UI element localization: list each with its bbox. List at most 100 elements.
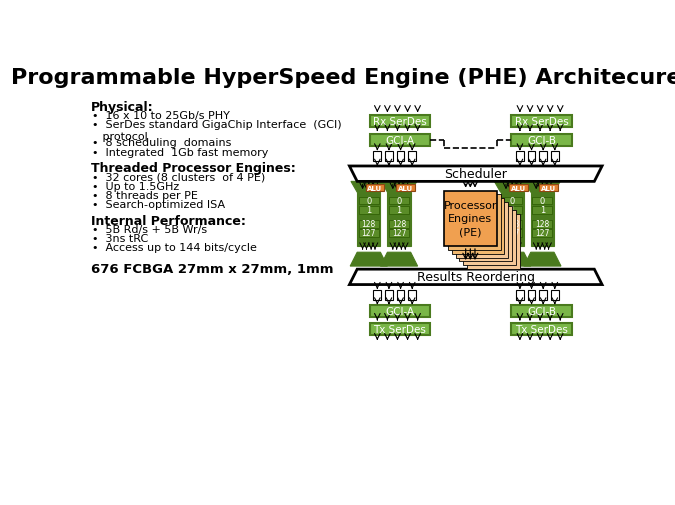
Text: GCI-A: GCI-A [385, 306, 414, 316]
Text: 127: 127 [535, 229, 549, 238]
Text: Threaded Processor Engines:: Threaded Processor Engines: [90, 162, 296, 175]
Bar [456, 203, 508, 258]
Bar [539, 290, 547, 300]
Text: Tx SerDes: Tx SerDes [515, 325, 568, 334]
Text: GCI-A: GCI-A [385, 135, 414, 145]
Bar [460, 207, 512, 262]
Bar [385, 152, 393, 162]
Bar [516, 290, 524, 300]
Text: 128: 128 [535, 220, 549, 229]
Bar [539, 152, 547, 162]
Bar [357, 193, 381, 246]
Text: 128: 128 [362, 220, 376, 229]
Text: Physical:: Physical: [90, 100, 153, 114]
Bar [366, 184, 384, 192]
Bar [502, 230, 522, 237]
Bar [516, 152, 524, 162]
Text: •  Access up to 144 bits/cycle: • Access up to 144 bits/cycle [92, 243, 257, 252]
Text: 1: 1 [540, 206, 545, 215]
Bar [389, 230, 409, 237]
Bar [531, 193, 554, 246]
Bar [373, 152, 381, 162]
Bar [397, 152, 404, 162]
Bar [467, 214, 520, 270]
Text: •  Up to 1.5GHz: • Up to 1.5GHz [92, 181, 180, 191]
Text: 127: 127 [362, 229, 376, 238]
Bar [373, 290, 381, 300]
Bar [408, 152, 416, 162]
Text: •  8 threads per PE: • 8 threads per PE [92, 190, 198, 200]
Polygon shape [524, 182, 560, 193]
Polygon shape [524, 252, 561, 267]
Bar [389, 197, 409, 205]
Text: ALU: ALU [367, 185, 383, 191]
Text: •  8 scheduling  domains: • 8 scheduling domains [92, 138, 232, 148]
Text: ALU: ALU [398, 185, 413, 191]
Bar [512, 323, 572, 336]
Text: 1: 1 [396, 206, 402, 215]
Text: 0: 0 [396, 197, 402, 206]
Text: ALU: ALU [541, 185, 556, 191]
Text: Results Reordering: Results Reordering [416, 271, 535, 284]
Polygon shape [381, 182, 417, 193]
Polygon shape [351, 182, 387, 193]
Text: GCI-B: GCI-B [527, 135, 556, 145]
Bar [539, 184, 558, 192]
Bar [512, 116, 572, 128]
Text: 676 FCBGA 27mm x 27mm, 1mm: 676 FCBGA 27mm x 27mm, 1mm [90, 263, 333, 276]
Polygon shape [494, 182, 530, 193]
Text: 128: 128 [392, 220, 406, 229]
Text: •  Search-optimized ISA: • Search-optimized ISA [92, 199, 225, 210]
Bar [512, 134, 572, 146]
Bar [358, 221, 379, 228]
Bar [385, 290, 393, 300]
Text: GCI-B: GCI-B [527, 306, 556, 316]
Text: •  3ns tRC: • 3ns tRC [92, 233, 148, 243]
Text: Internal Performance:: Internal Performance: [90, 214, 246, 227]
Bar [358, 230, 379, 237]
Bar [444, 191, 497, 246]
Text: 0: 0 [540, 197, 545, 206]
Bar [512, 305, 572, 317]
Bar [501, 193, 524, 246]
Polygon shape [493, 252, 531, 267]
Bar [502, 207, 522, 214]
Bar [533, 221, 552, 228]
Text: •  5B Rd/s + 5B Wr/s: • 5B Rd/s + 5B Wr/s [92, 224, 207, 234]
Bar [358, 207, 379, 214]
Text: 1: 1 [510, 206, 515, 215]
Polygon shape [381, 252, 418, 267]
Bar [370, 134, 430, 146]
Polygon shape [350, 252, 387, 267]
Text: •  SerDes standard GigaChip Interface  (GCI)
   protocol: • SerDes standard GigaChip Interface (GC… [92, 120, 342, 141]
Bar [452, 199, 504, 254]
Bar [551, 290, 559, 300]
Bar [370, 305, 430, 317]
Text: 127: 127 [505, 229, 519, 238]
Text: 0: 0 [366, 197, 371, 206]
Text: Rx SerDes: Rx SerDes [515, 117, 568, 127]
Text: 127: 127 [392, 229, 406, 238]
Bar [502, 221, 522, 228]
Bar [389, 207, 409, 214]
Bar [370, 116, 430, 128]
Polygon shape [350, 167, 602, 182]
Text: Scheduler: Scheduler [444, 168, 507, 181]
Bar [389, 221, 409, 228]
Text: Programmable HyperSpeed Engine (PHE) Architecure: Programmable HyperSpeed Engine (PHE) Arc… [11, 68, 675, 87]
Text: 1: 1 [366, 206, 371, 215]
Bar [396, 184, 414, 192]
Bar [528, 290, 535, 300]
Text: •  16 x 10 to 25Gb/s PHY: • 16 x 10 to 25Gb/s PHY [92, 111, 230, 121]
Bar [533, 230, 552, 237]
Bar [463, 211, 516, 266]
Bar [502, 197, 522, 205]
Bar [509, 184, 528, 192]
Text: Tx SerDes: Tx SerDes [373, 325, 426, 334]
Text: 0: 0 [510, 197, 515, 206]
Bar [551, 152, 559, 162]
Bar [397, 290, 404, 300]
Bar [533, 197, 552, 205]
Bar [358, 197, 379, 205]
Polygon shape [350, 270, 602, 285]
